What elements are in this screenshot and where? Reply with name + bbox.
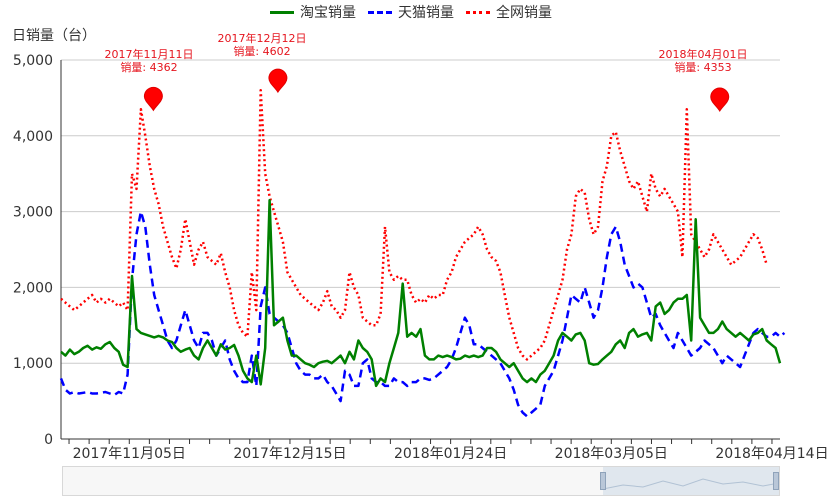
zoom-handle-right[interactable] [773, 472, 779, 490]
y-tick-label: 5,000 [13, 53, 53, 69]
data-zoom-slider[interactable] [62, 466, 780, 496]
x-tick-label: 2018年04月14日 [715, 446, 828, 462]
annotation-value-1: 销量: 4362 [120, 61, 178, 74]
x-tick-label: 2017年12月15日 [233, 446, 346, 462]
legend-label-taobao: 淘宝销量 [300, 5, 356, 21]
legend-swatch-tmall [368, 10, 392, 14]
y-tick-label: 1,000 [13, 356, 53, 372]
annotation-date-3: 2018年04月01日 [658, 48, 748, 61]
series-line-1 [59, 210, 786, 418]
annotation-label-1: 2017年11月11日 销量: 4362 [105, 48, 194, 74]
annotation-date-1: 2017年11月11日 [104, 48, 194, 61]
zoom-handle-left[interactable] [600, 472, 606, 490]
x-tick-label: 2017年11月05日 [73, 446, 186, 462]
markers-layer [143, 68, 730, 113]
annotation-pin-2 [268, 68, 288, 94]
legend: 淘宝销量 天猫销量 全网销量 [270, 2, 564, 22]
legend-swatch-taobao [270, 10, 294, 14]
y-tick-label: 2,000 [13, 280, 53, 296]
series-line-2 [60, 89, 768, 361]
zoom-window[interactable] [603, 467, 779, 495]
annotation-value-2: 销量: 4602 [233, 45, 291, 58]
axes: 0 1,000 2,000 3,000 4,000 5,000 2017年11月05日 201… [13, 53, 828, 462]
x-tick-label: 2018年03月05日 [555, 446, 668, 462]
annotation-pin-3 [710, 87, 730, 113]
legend-item-all[interactable]: 全网销量 [466, 2, 552, 22]
legend-label-tmall: 天猫销量 [398, 5, 454, 21]
annotation-value-3: 销量: 4353 [674, 61, 732, 74]
series-layer [59, 89, 786, 418]
legend-label-all: 全网销量 [496, 5, 552, 21]
grid-lines [61, 59, 780, 364]
zoom-preview [602, 478, 780, 490]
legend-item-taobao[interactable]: 淘宝销量 [270, 2, 356, 22]
annotation-label-3: 2018年04月01日 销量: 4353 [659, 48, 748, 74]
annotation-pin-1 [143, 86, 163, 112]
y-tick-label: 4,000 [13, 129, 53, 145]
y-tick-label: 3,000 [13, 205, 53, 221]
series-line-0 [60, 198, 782, 388]
legend-swatch-all [466, 10, 490, 14]
x-tick-label: 2018年01月24日 [394, 446, 507, 462]
y-axis-label: 日销量（台） [12, 28, 96, 44]
annotation-date-2: 2017年12月12日 [217, 32, 307, 45]
y-tick-label: 0 [44, 432, 53, 448]
legend-item-tmall[interactable]: 天猫销量 [368, 2, 454, 22]
annotation-label-2: 2017年12月12日 销量: 4602 [218, 32, 307, 58]
